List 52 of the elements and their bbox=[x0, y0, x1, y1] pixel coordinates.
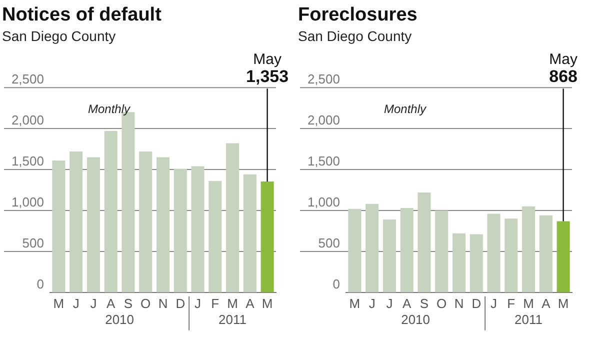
x-tick-label: D bbox=[176, 296, 186, 311]
chart-subtitle: San Diego County bbox=[298, 28, 412, 44]
x-tick-label: J bbox=[386, 296, 393, 311]
y-tick-label: 500 bbox=[22, 236, 44, 251]
x-tick-label: J bbox=[368, 296, 376, 311]
y-tick-label: 1,500 bbox=[307, 154, 340, 169]
x-tick-label: M bbox=[53, 296, 64, 311]
x-tick-label: J bbox=[90, 296, 97, 311]
x-tick-label: D bbox=[472, 296, 482, 311]
x-tick-label: A bbox=[402, 296, 412, 311]
data-label: 868 bbox=[549, 66, 578, 86]
y-tick-label: 2,500 bbox=[11, 72, 44, 87]
x-tick-label: A bbox=[542, 296, 551, 311]
y-tick-label: 2,000 bbox=[307, 112, 340, 128]
x-tick-label: O bbox=[140, 296, 151, 311]
x-tick-label: N bbox=[158, 296, 168, 311]
chart-subtitle: San Diego County bbox=[2, 28, 116, 44]
x-tick-label: S bbox=[420, 296, 429, 311]
annotation: Monthly bbox=[384, 102, 428, 116]
x-tick-label: O bbox=[436, 296, 447, 311]
x-tick-label: J bbox=[194, 296, 202, 311]
y-tick-label: 1,000 bbox=[307, 194, 340, 210]
y-tick-label: 0 bbox=[332, 276, 340, 292]
x-tick-label: F bbox=[211, 296, 220, 311]
x-tick-label: J bbox=[490, 296, 498, 311]
y-tick-label: 0 bbox=[36, 276, 44, 292]
x-tick-label: M bbox=[558, 296, 569, 311]
x-tick-label: N bbox=[454, 296, 464, 311]
chart-title: Notices of default bbox=[2, 4, 162, 26]
x-tick-label: M bbox=[227, 296, 238, 311]
y-tick-label: 500 bbox=[318, 236, 340, 251]
text: 2011 bbox=[514, 312, 543, 327]
text: 2010 bbox=[105, 312, 134, 327]
y-tick-label: 1,500 bbox=[11, 154, 44, 169]
chart-title: Foreclosures bbox=[298, 4, 418, 26]
x-tick-label: M bbox=[349, 296, 360, 311]
x-tick-label: M bbox=[262, 296, 273, 311]
text: May bbox=[253, 51, 282, 68]
y-tick-label: 2,000 bbox=[11, 112, 44, 128]
annotation: Monthly bbox=[88, 102, 132, 116]
x-tick-label: F bbox=[507, 296, 516, 311]
x-tick-label: A bbox=[246, 296, 255, 311]
text: 2010 bbox=[401, 312, 430, 327]
x-tick-label: S bbox=[124, 296, 133, 311]
text: May bbox=[549, 51, 578, 68]
x-tick-label: J bbox=[72, 296, 80, 311]
y-tick-label: 1,000 bbox=[11, 194, 44, 210]
x-tick-label: M bbox=[523, 296, 534, 311]
data-label: 1,353 bbox=[246, 66, 289, 86]
y-tick-label: 2,500 bbox=[307, 72, 340, 87]
text: 2011 bbox=[218, 312, 247, 327]
x-tick-label: A bbox=[106, 296, 116, 311]
